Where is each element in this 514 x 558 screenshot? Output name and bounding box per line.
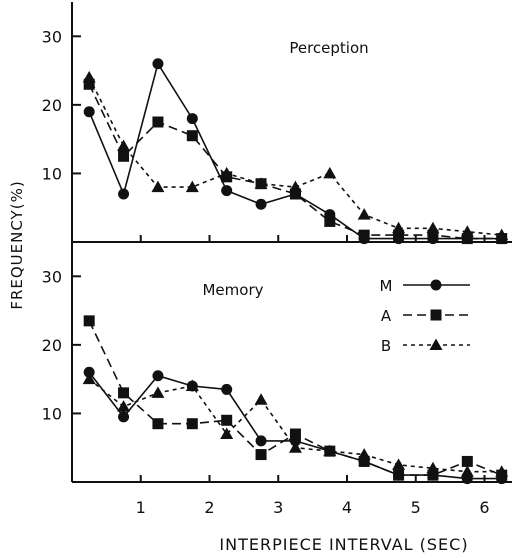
perception-series-a-point bbox=[152, 116, 164, 128]
memory-series-b-point bbox=[254, 393, 268, 405]
memory-series-m-point bbox=[118, 411, 130, 423]
perception-series-a-line bbox=[88, 83, 502, 240]
perception-series-m-point bbox=[118, 188, 130, 200]
memory-series-b-point bbox=[392, 458, 406, 470]
memory-series-b-point bbox=[323, 444, 337, 457]
perception-series-a-point bbox=[358, 229, 370, 241]
memory-series-m-point bbox=[152, 370, 164, 382]
legend: MAB bbox=[380, 277, 470, 355]
memory-y-tick-label: 10 bbox=[42, 404, 62, 423]
perception-series-b-point bbox=[357, 208, 371, 220]
perception-series-b-point bbox=[426, 221, 440, 234]
perception-series-a-point bbox=[118, 150, 130, 162]
memory-series-a-point bbox=[83, 315, 95, 327]
memory-series-b-point bbox=[117, 400, 131, 412]
memory-series-a-point bbox=[289, 428, 301, 440]
memory-y-tick-label: 30 bbox=[42, 267, 62, 286]
perception-series-m-point bbox=[186, 113, 198, 125]
series-markers-layer bbox=[82, 58, 509, 485]
perception-series-a-point bbox=[289, 188, 301, 200]
legend-label-b: B bbox=[381, 337, 391, 355]
perception-series-b-point bbox=[254, 177, 268, 189]
perception-series-b-point bbox=[288, 180, 302, 193]
perception-series-b-point bbox=[185, 180, 199, 193]
perception-series-b-point bbox=[323, 166, 337, 179]
memory-y-tick-label: 20 bbox=[42, 336, 62, 355]
y-axis-label: FREQUENCY(%) bbox=[8, 180, 26, 309]
perception-series-b-point bbox=[82, 70, 96, 83]
x-tick-label: 2 bbox=[204, 498, 214, 517]
perception-series-m-point bbox=[83, 106, 95, 118]
x-tick-label: 1 bbox=[136, 498, 146, 517]
memory-series-b-point bbox=[426, 461, 440, 474]
memory-series-a-point bbox=[427, 469, 439, 481]
memory-series-m-point bbox=[221, 383, 233, 395]
memory-series-a-point bbox=[393, 469, 405, 481]
memory-series-b-point bbox=[185, 379, 199, 391]
chart-frame bbox=[71, 2, 512, 483]
memory-series-a-point bbox=[358, 455, 370, 467]
memory-series-b-point bbox=[460, 465, 474, 477]
perception-series-b-point bbox=[392, 221, 406, 234]
legend-label-a: A bbox=[381, 307, 392, 325]
perception-series-b-point bbox=[151, 180, 165, 193]
x-axis-label: INTERPIECE INTERVAL (SEC) bbox=[219, 535, 468, 554]
memory-series-b-point bbox=[82, 372, 96, 385]
perception-series-b-point bbox=[495, 228, 509, 241]
panel-title-memory: Memory bbox=[202, 281, 263, 299]
x-tick-label: 6 bbox=[479, 498, 489, 517]
legend-marker-a bbox=[430, 309, 442, 321]
perception-series-m-point bbox=[221, 185, 233, 197]
memory-series-b-line bbox=[88, 378, 502, 473]
perception-series-a-point bbox=[461, 233, 473, 245]
perception-series-m-line bbox=[88, 61, 502, 240]
x-tick-label: 3 bbox=[273, 498, 283, 517]
memory-series-m-point bbox=[255, 435, 267, 447]
perception-series-m-point bbox=[255, 198, 267, 210]
memory-series-a-point bbox=[461, 455, 473, 467]
perception-series-a-point bbox=[393, 229, 405, 241]
perception-series-b-point bbox=[220, 166, 234, 179]
memory-series-b-point bbox=[495, 465, 509, 477]
perception-series-b-point bbox=[117, 139, 131, 151]
series-lines-layer bbox=[88, 61, 502, 480]
memory-series-a-point bbox=[186, 418, 198, 430]
x-tick-label: 4 bbox=[342, 498, 352, 517]
memory-series-a-point bbox=[152, 418, 164, 430]
perception-y-tick-label: 30 bbox=[42, 27, 62, 46]
perception-series-a-point bbox=[186, 130, 198, 142]
ticks-layer: 10 20 30 10 20 30 1 2 3 4 5 6 bbox=[42, 27, 490, 517]
panel-title-perception: Perception bbox=[289, 39, 368, 57]
perception-y-tick-label: 20 bbox=[42, 96, 62, 115]
legend-label-m: M bbox=[380, 277, 393, 295]
memory-series-a-point bbox=[118, 387, 130, 399]
memory-series-a-point bbox=[255, 449, 267, 461]
perception-series-m-point bbox=[152, 58, 164, 70]
memory-series-a-point bbox=[221, 414, 233, 426]
perception-series-b-point bbox=[460, 225, 474, 237]
perception-series-a-point bbox=[324, 215, 336, 227]
memory-series-b-point bbox=[357, 448, 371, 460]
memory-series-b-point bbox=[151, 386, 165, 398]
memory-series-m-line bbox=[88, 371, 502, 480]
memory-series-b-point bbox=[288, 441, 302, 453]
perception-series-a-point bbox=[83, 78, 95, 90]
memory-series-b-point bbox=[220, 427, 234, 439]
legend-marker-m bbox=[430, 279, 442, 291]
memory-series-m-point bbox=[83, 366, 95, 378]
x-tick-label: 5 bbox=[411, 498, 421, 517]
perception-series-b-line bbox=[88, 77, 502, 236]
legend-marker-b bbox=[429, 338, 443, 350]
perception-series-a-point bbox=[427, 229, 439, 241]
perception-y-tick-label: 10 bbox=[42, 164, 62, 183]
